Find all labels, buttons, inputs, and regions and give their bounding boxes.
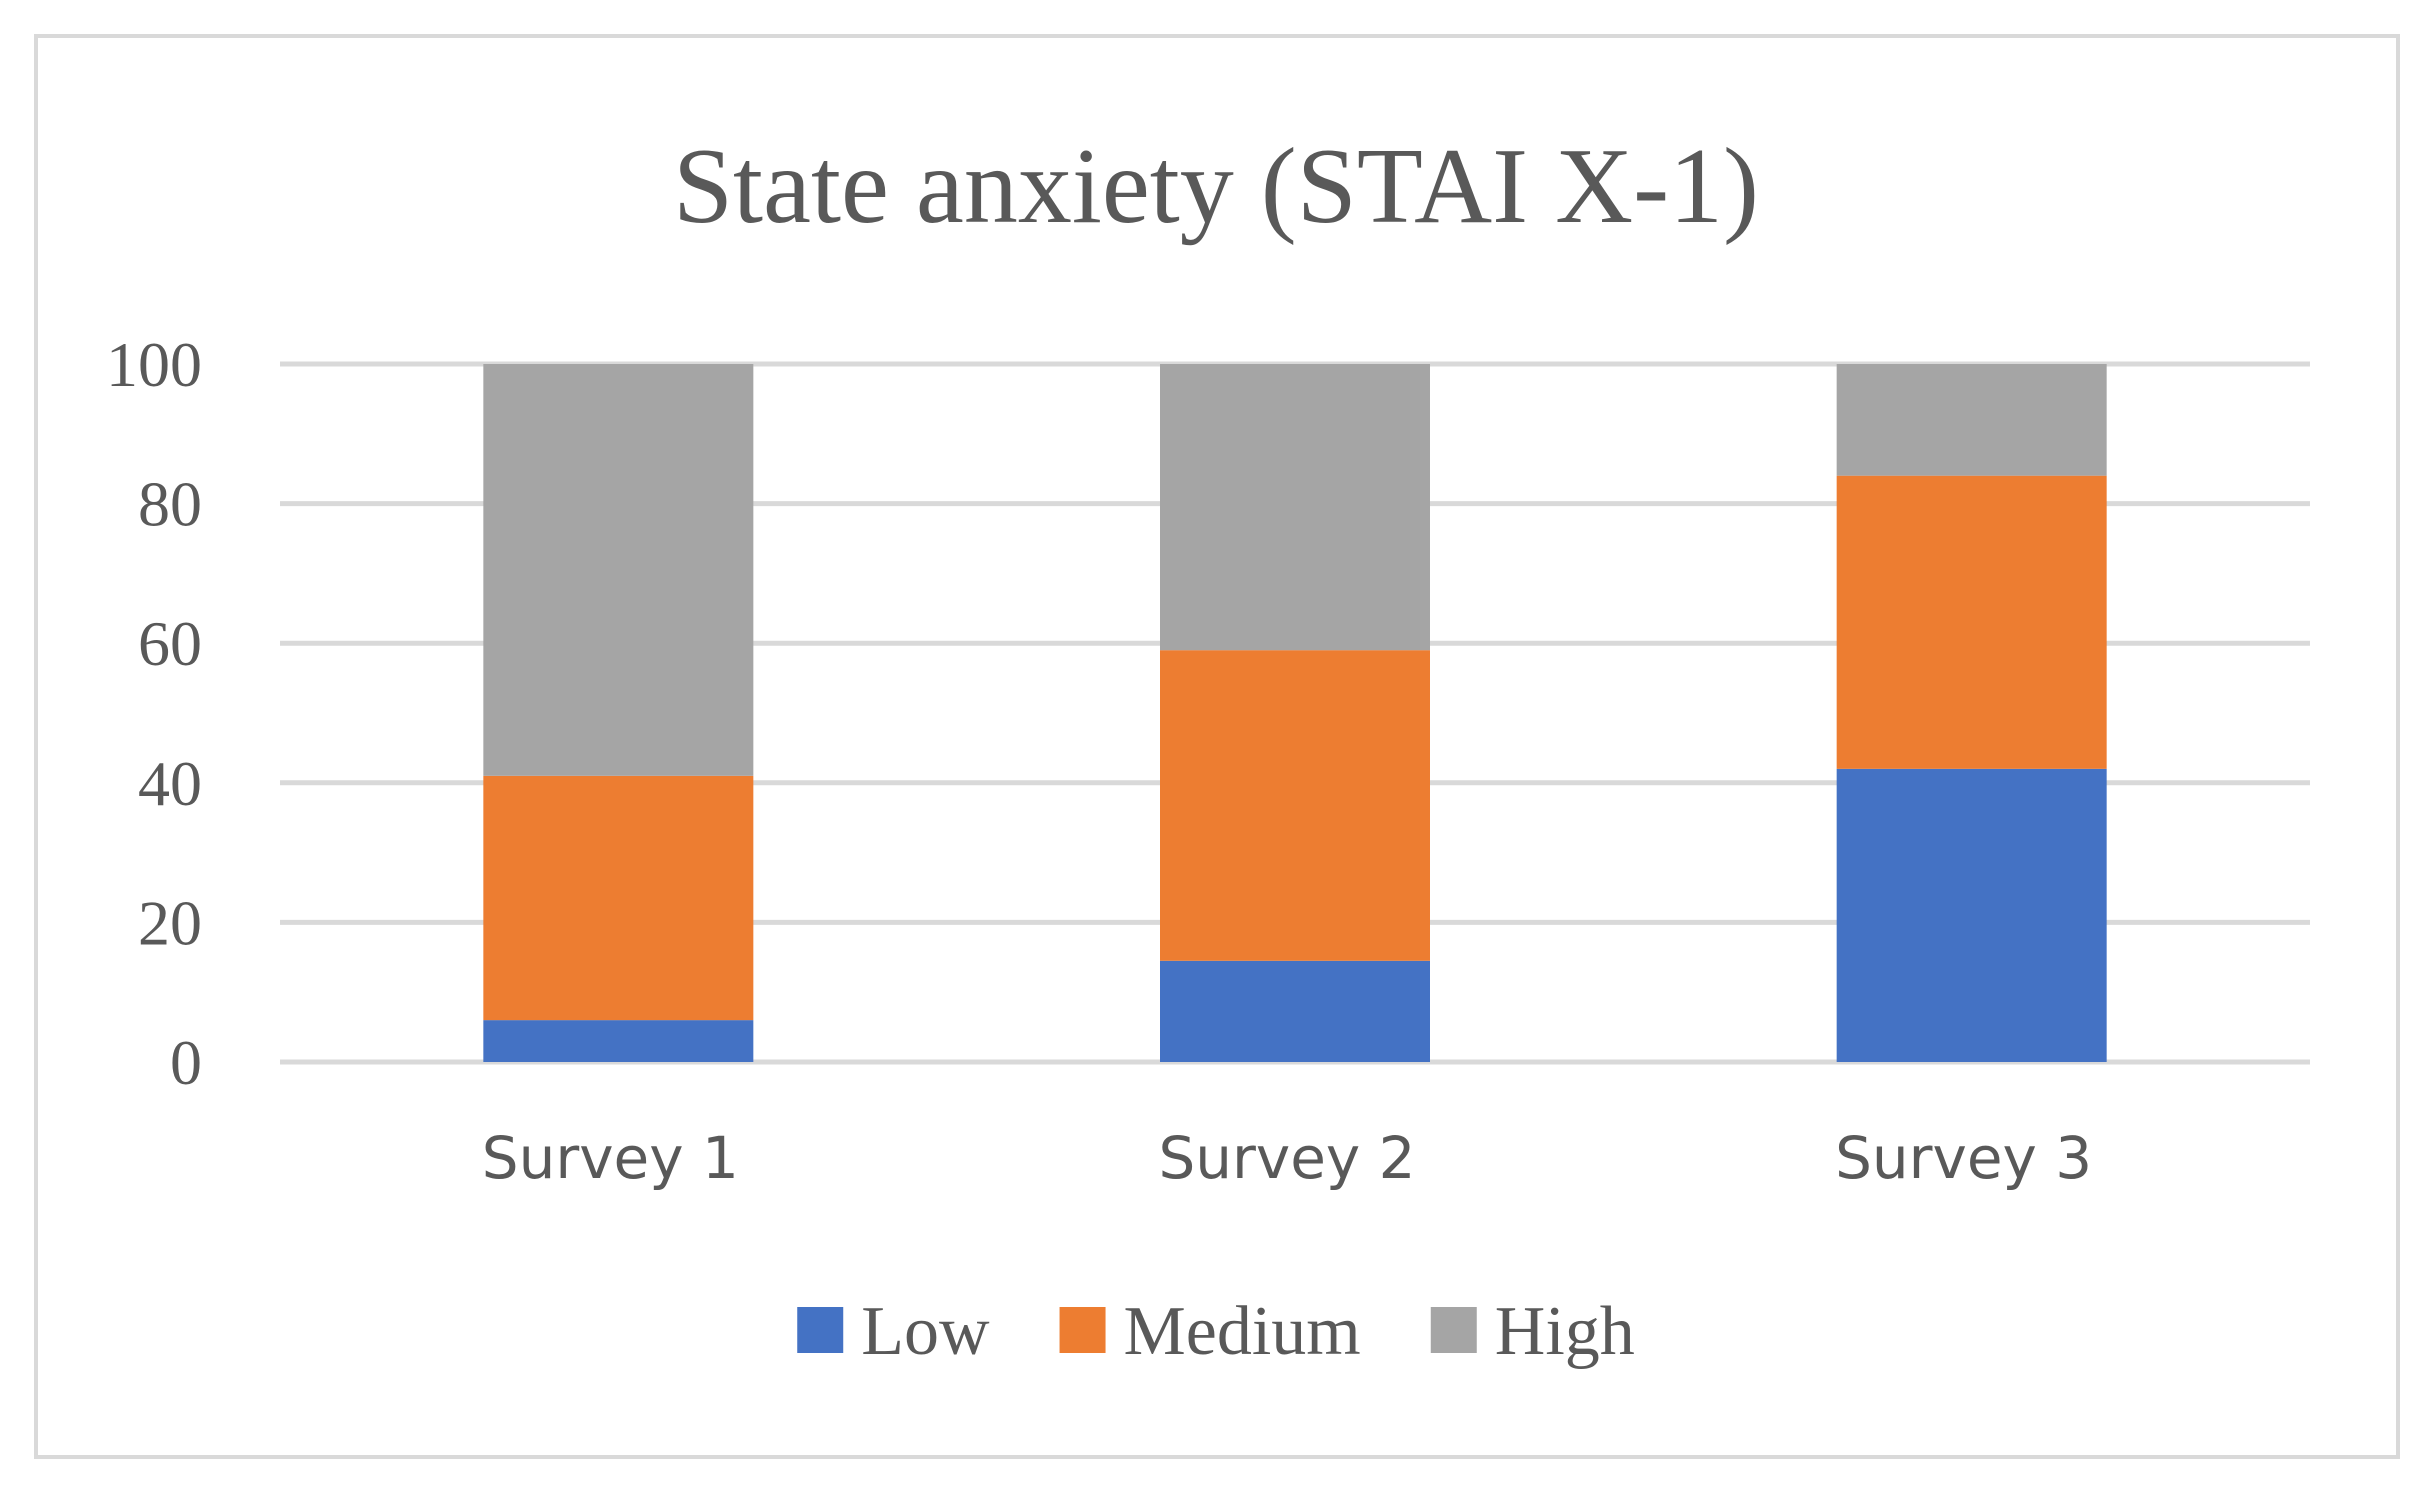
x-tick-label: Survey 2: [1158, 1124, 1415, 1192]
y-tick-label: 80: [138, 469, 202, 540]
x-tick-label: Survey 1: [482, 1124, 739, 1192]
x-tick-label: Survey 3: [1835, 1124, 2092, 1192]
y-tick-label: 20: [138, 887, 202, 958]
legend-item-high: High: [1430, 1293, 1635, 1370]
legend-item-medium: Medium: [1059, 1293, 1361, 1370]
bar-high-survey-2: [1160, 364, 1430, 651]
y-axis-ticks: 0 20 40 60 80 100: [106, 329, 202, 1098]
legend-label: High: [1495, 1293, 1635, 1370]
chart-title: State anxiety (STAI X-1): [673, 127, 1759, 246]
legend-label: Low: [861, 1293, 990, 1370]
y-tick-label: 100: [106, 329, 202, 400]
bar-medium-survey-1: [483, 775, 754, 1021]
legend-swatch-medium: [1059, 1307, 1106, 1353]
y-tick-label: 0: [170, 1027, 202, 1098]
bar-low-survey-3: [1836, 768, 2107, 1062]
legend-swatch-high: [1430, 1307, 1477, 1353]
y-tick-label: 60: [138, 608, 202, 679]
bar-medium-survey-3: [1836, 475, 2107, 769]
bars: [483, 364, 2107, 1062]
y-tick-label: 40: [138, 748, 202, 819]
bar-low-survey-2: [1160, 960, 1430, 1062]
bar-high-survey-3: [1836, 364, 2107, 476]
bar-medium-survey-2: [1160, 650, 1430, 961]
legend-swatch-low: [797, 1307, 844, 1353]
bar-low-survey-1: [483, 1020, 754, 1062]
legend-item-low: Low: [797, 1293, 990, 1370]
legend-label: Medium: [1124, 1293, 1361, 1370]
bar-high-survey-1: [483, 364, 754, 776]
x-axis-labels: Survey 1 Survey 2 Survey 3: [482, 1124, 2092, 1192]
legend: Low Medium High: [797, 1293, 1635, 1370]
